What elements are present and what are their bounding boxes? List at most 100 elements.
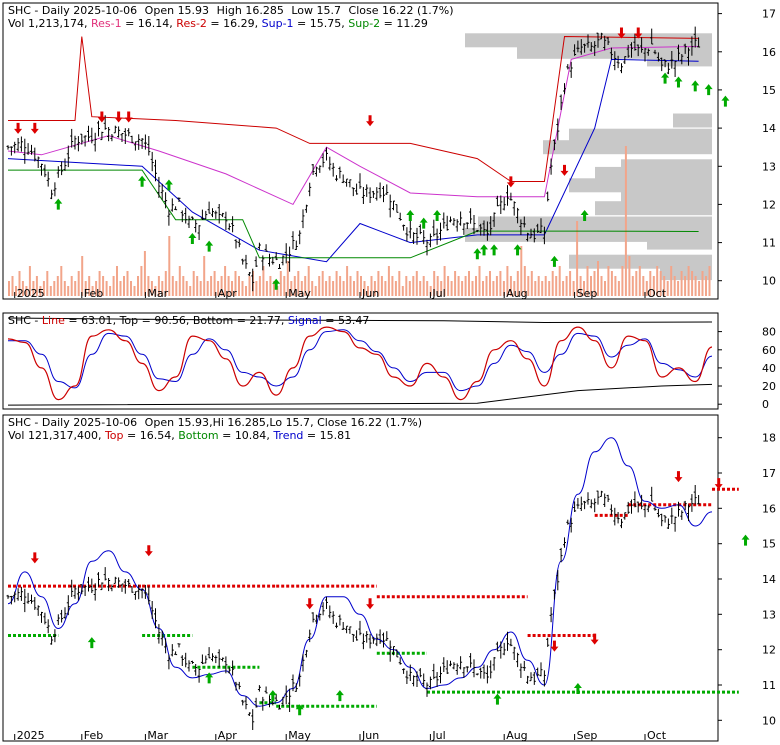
volume-bar — [276, 286, 279, 296]
volume-bar — [42, 281, 45, 296]
separator: - — [31, 314, 42, 327]
sell-arrow-icon — [366, 115, 375, 127]
volume-profile-bar — [647, 52, 712, 67]
volume-bar — [297, 271, 300, 296]
volume-bar — [391, 276, 394, 296]
trend-label: Trend — [272, 429, 303, 442]
volume-bar — [461, 281, 464, 296]
volume-bar — [307, 266, 310, 296]
volume-bar — [126, 271, 129, 296]
volume-bar — [691, 271, 694, 296]
volume-bar — [708, 266, 711, 296]
volume-bar — [234, 271, 237, 296]
volume-bar — [638, 266, 641, 296]
volume-bar — [238, 276, 240, 296]
buy-arrow-icon — [164, 179, 173, 191]
volume-bar — [8, 281, 10, 296]
vol-value: 1,213,174 — [28, 17, 84, 30]
volume-bar — [659, 271, 662, 296]
volume-bar — [415, 271, 418, 296]
volume-bar — [631, 276, 634, 296]
oscillator-panel-frame — [2, 312, 719, 410]
volume-bar — [28, 266, 31, 296]
x-tick-label: Oct — [647, 729, 667, 742]
volume-bar — [624, 146, 627, 296]
volume-bar — [133, 286, 136, 296]
line-label: Line — [42, 314, 65, 327]
volume-bar — [680, 271, 683, 296]
volume-bar — [363, 281, 366, 296]
close-label: Close — [349, 4, 379, 17]
x-tick-label: Feb — [84, 287, 103, 300]
top-equals: = — [124, 429, 140, 442]
resistance-line — [8, 35, 699, 182]
volume-bar — [663, 276, 666, 296]
y-tick-label: 20 — [762, 380, 776, 393]
volume-bar — [572, 281, 575, 296]
volume-bar — [130, 281, 132, 296]
volume-bar — [109, 286, 112, 296]
price-y-ticks: 17 16 15 14 13 12 11 10 — [718, 8, 776, 288]
open-label: Open — [145, 416, 174, 429]
y-tick-label: 0 — [762, 398, 769, 411]
osc-main-line — [7, 326, 713, 401]
top-label: Top — [104, 429, 124, 442]
sup2-value: 11.29 — [396, 17, 428, 30]
volume-bar — [203, 256, 206, 296]
volume-bar — [137, 276, 139, 296]
volume-bar — [600, 276, 603, 296]
y-tick-label: 10 — [762, 714, 776, 727]
x-tick-label: Jun — [361, 729, 379, 742]
res2-value: 16.29 — [223, 17, 255, 30]
buy-arrow-icon — [406, 210, 415, 222]
volume-profile-bar — [569, 178, 712, 193]
volume-bar — [123, 276, 125, 296]
close-label: Close — [317, 416, 347, 429]
x-tick-label: Apr — [218, 729, 238, 742]
volume-bar — [705, 276, 707, 296]
volume-bar — [60, 266, 63, 296]
top-equals: = — [138, 314, 154, 327]
volume-bar — [534, 281, 537, 296]
signal-arrows — [14, 27, 730, 290]
vol-label: Vol — [8, 429, 24, 442]
volume-bar — [642, 276, 645, 296]
volume-bar — [394, 281, 397, 296]
volume-bar — [248, 276, 251, 296]
volume-bar — [475, 276, 477, 296]
volume-bar — [384, 281, 387, 296]
price-header-line2: Vol 1,213,174, Res-1 = 16.14, Res-2 = 16… — [8, 17, 428, 30]
volume-bar — [353, 281, 355, 296]
volume-bar — [377, 271, 380, 296]
buy-arrow-icon — [272, 278, 281, 290]
x-tick-label: Jul — [431, 729, 445, 742]
buy-arrow-icon — [493, 693, 502, 705]
volume-profile-bar — [595, 201, 712, 216]
y-tick-label: 15 — [762, 538, 776, 551]
volume-profile-bar — [569, 254, 712, 269]
volume-bar — [112, 276, 115, 296]
volume-bar — [548, 281, 551, 296]
volume-bar — [555, 276, 558, 296]
volume-bar — [367, 286, 369, 296]
volume-bar — [370, 276, 373, 296]
close-value: 16.22 (1.7%) — [382, 4, 454, 17]
open-value: 15.93 — [178, 4, 210, 17]
res1-value: 16.14 — [138, 17, 170, 30]
volume-bar — [339, 276, 342, 296]
volume-bar — [332, 281, 335, 296]
oscillator-lines — [7, 317, 713, 406]
sup2-line — [8, 169, 699, 259]
volume-bar — [300, 281, 303, 296]
x-tick-label: May — [288, 287, 311, 300]
volume-bar — [258, 276, 261, 296]
buy-arrow-icon — [205, 240, 214, 252]
buy-arrow-icon — [580, 210, 589, 222]
volume-bar — [161, 281, 164, 296]
volume-bar — [454, 271, 457, 296]
volume-bar — [185, 281, 188, 296]
volume-bar — [419, 281, 422, 296]
sell-arrow-icon — [14, 122, 23, 134]
sell-arrow-icon — [97, 111, 106, 123]
sell-arrow-icon — [617, 27, 626, 39]
